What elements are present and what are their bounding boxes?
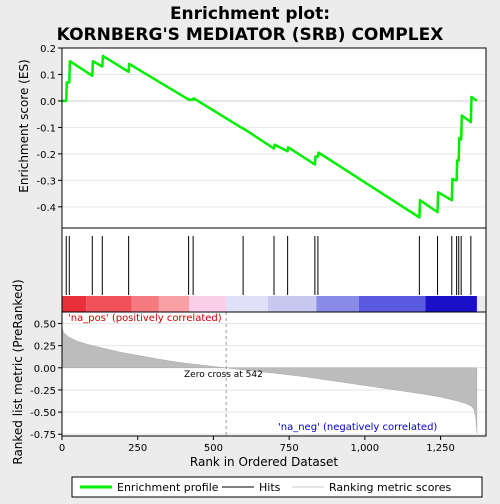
na-neg-annotation: 'na_neg' (negatively correlated) xyxy=(278,422,437,433)
legend-hits-label: Hits xyxy=(259,481,281,494)
metric-y-tick-label: 0.00 xyxy=(34,364,56,375)
zero-cross-annotation: Zero cross at 542 xyxy=(184,370,263,380)
legend: Enrichment profile Hits Ranking metric s… xyxy=(71,476,483,498)
es-y-tick-label: 0.0 xyxy=(40,97,56,108)
chart-title-line-1: Enrichment plot: xyxy=(170,4,330,24)
na-pos-annotation: 'na_pos' (positively correlated) xyxy=(68,313,222,324)
metric-y-tick-label: -0.25 xyxy=(30,386,56,397)
metric-y-tick-label: -0.50 xyxy=(30,408,56,419)
x-axis-label: Rank in Ordered Dataset xyxy=(190,455,338,469)
metric-y-tick-label: 0.25 xyxy=(34,342,56,353)
x-tick-label: 1,000 xyxy=(351,443,380,454)
enrichment-profile-line xyxy=(62,54,478,219)
x-tick-label: 0 xyxy=(59,443,65,454)
legend-metric-label: Ranking metric scores xyxy=(329,481,451,494)
es-y-tick-label: -0.3 xyxy=(36,176,56,187)
es-y-tick-label: -0.4 xyxy=(36,203,56,214)
legend-box xyxy=(71,476,483,498)
x-tick-label: 500 xyxy=(204,443,223,454)
chart-title-line-2: KORNBERG'S MEDIATOR (SRB) COMPLEX xyxy=(57,25,444,45)
heat-bar-segment xyxy=(425,296,477,312)
heat-bar-segment xyxy=(62,296,87,312)
metric-y-tick-label: -0.75 xyxy=(30,430,56,441)
heat-bar-segment xyxy=(131,296,159,312)
heat-bar-segment xyxy=(86,296,132,312)
x-tick-label: 250 xyxy=(128,443,147,454)
es-y-tick-label: -0.2 xyxy=(36,150,56,161)
heat-bar-segment xyxy=(358,296,426,312)
top-y-axis-label: Enrichment score (ES) xyxy=(17,59,31,192)
es-y-tick-label: 0.1 xyxy=(40,70,56,81)
es-y-tick-label: 0.2 xyxy=(40,44,56,55)
legend-enrichment-label: Enrichment profile xyxy=(117,481,219,494)
bottom-y-axis-label: Ranked list metric (PreRanked) xyxy=(11,279,25,464)
metric-y-tick-label: 0.50 xyxy=(34,320,56,331)
es-plot-area xyxy=(62,48,486,228)
heat-bar-segment xyxy=(158,296,190,312)
heat-bar-segment xyxy=(267,296,317,312)
es-y-tick-label: -0.1 xyxy=(36,123,56,134)
heat-bar-segment xyxy=(189,296,227,312)
ranking-metric-area xyxy=(61,327,478,434)
heat-bar-segment xyxy=(226,296,268,312)
x-tick-label: 750 xyxy=(280,443,299,454)
x-tick-label: 1,250 xyxy=(426,443,455,454)
heat-bar-segment xyxy=(316,296,359,312)
metric-panel-border xyxy=(61,311,487,437)
